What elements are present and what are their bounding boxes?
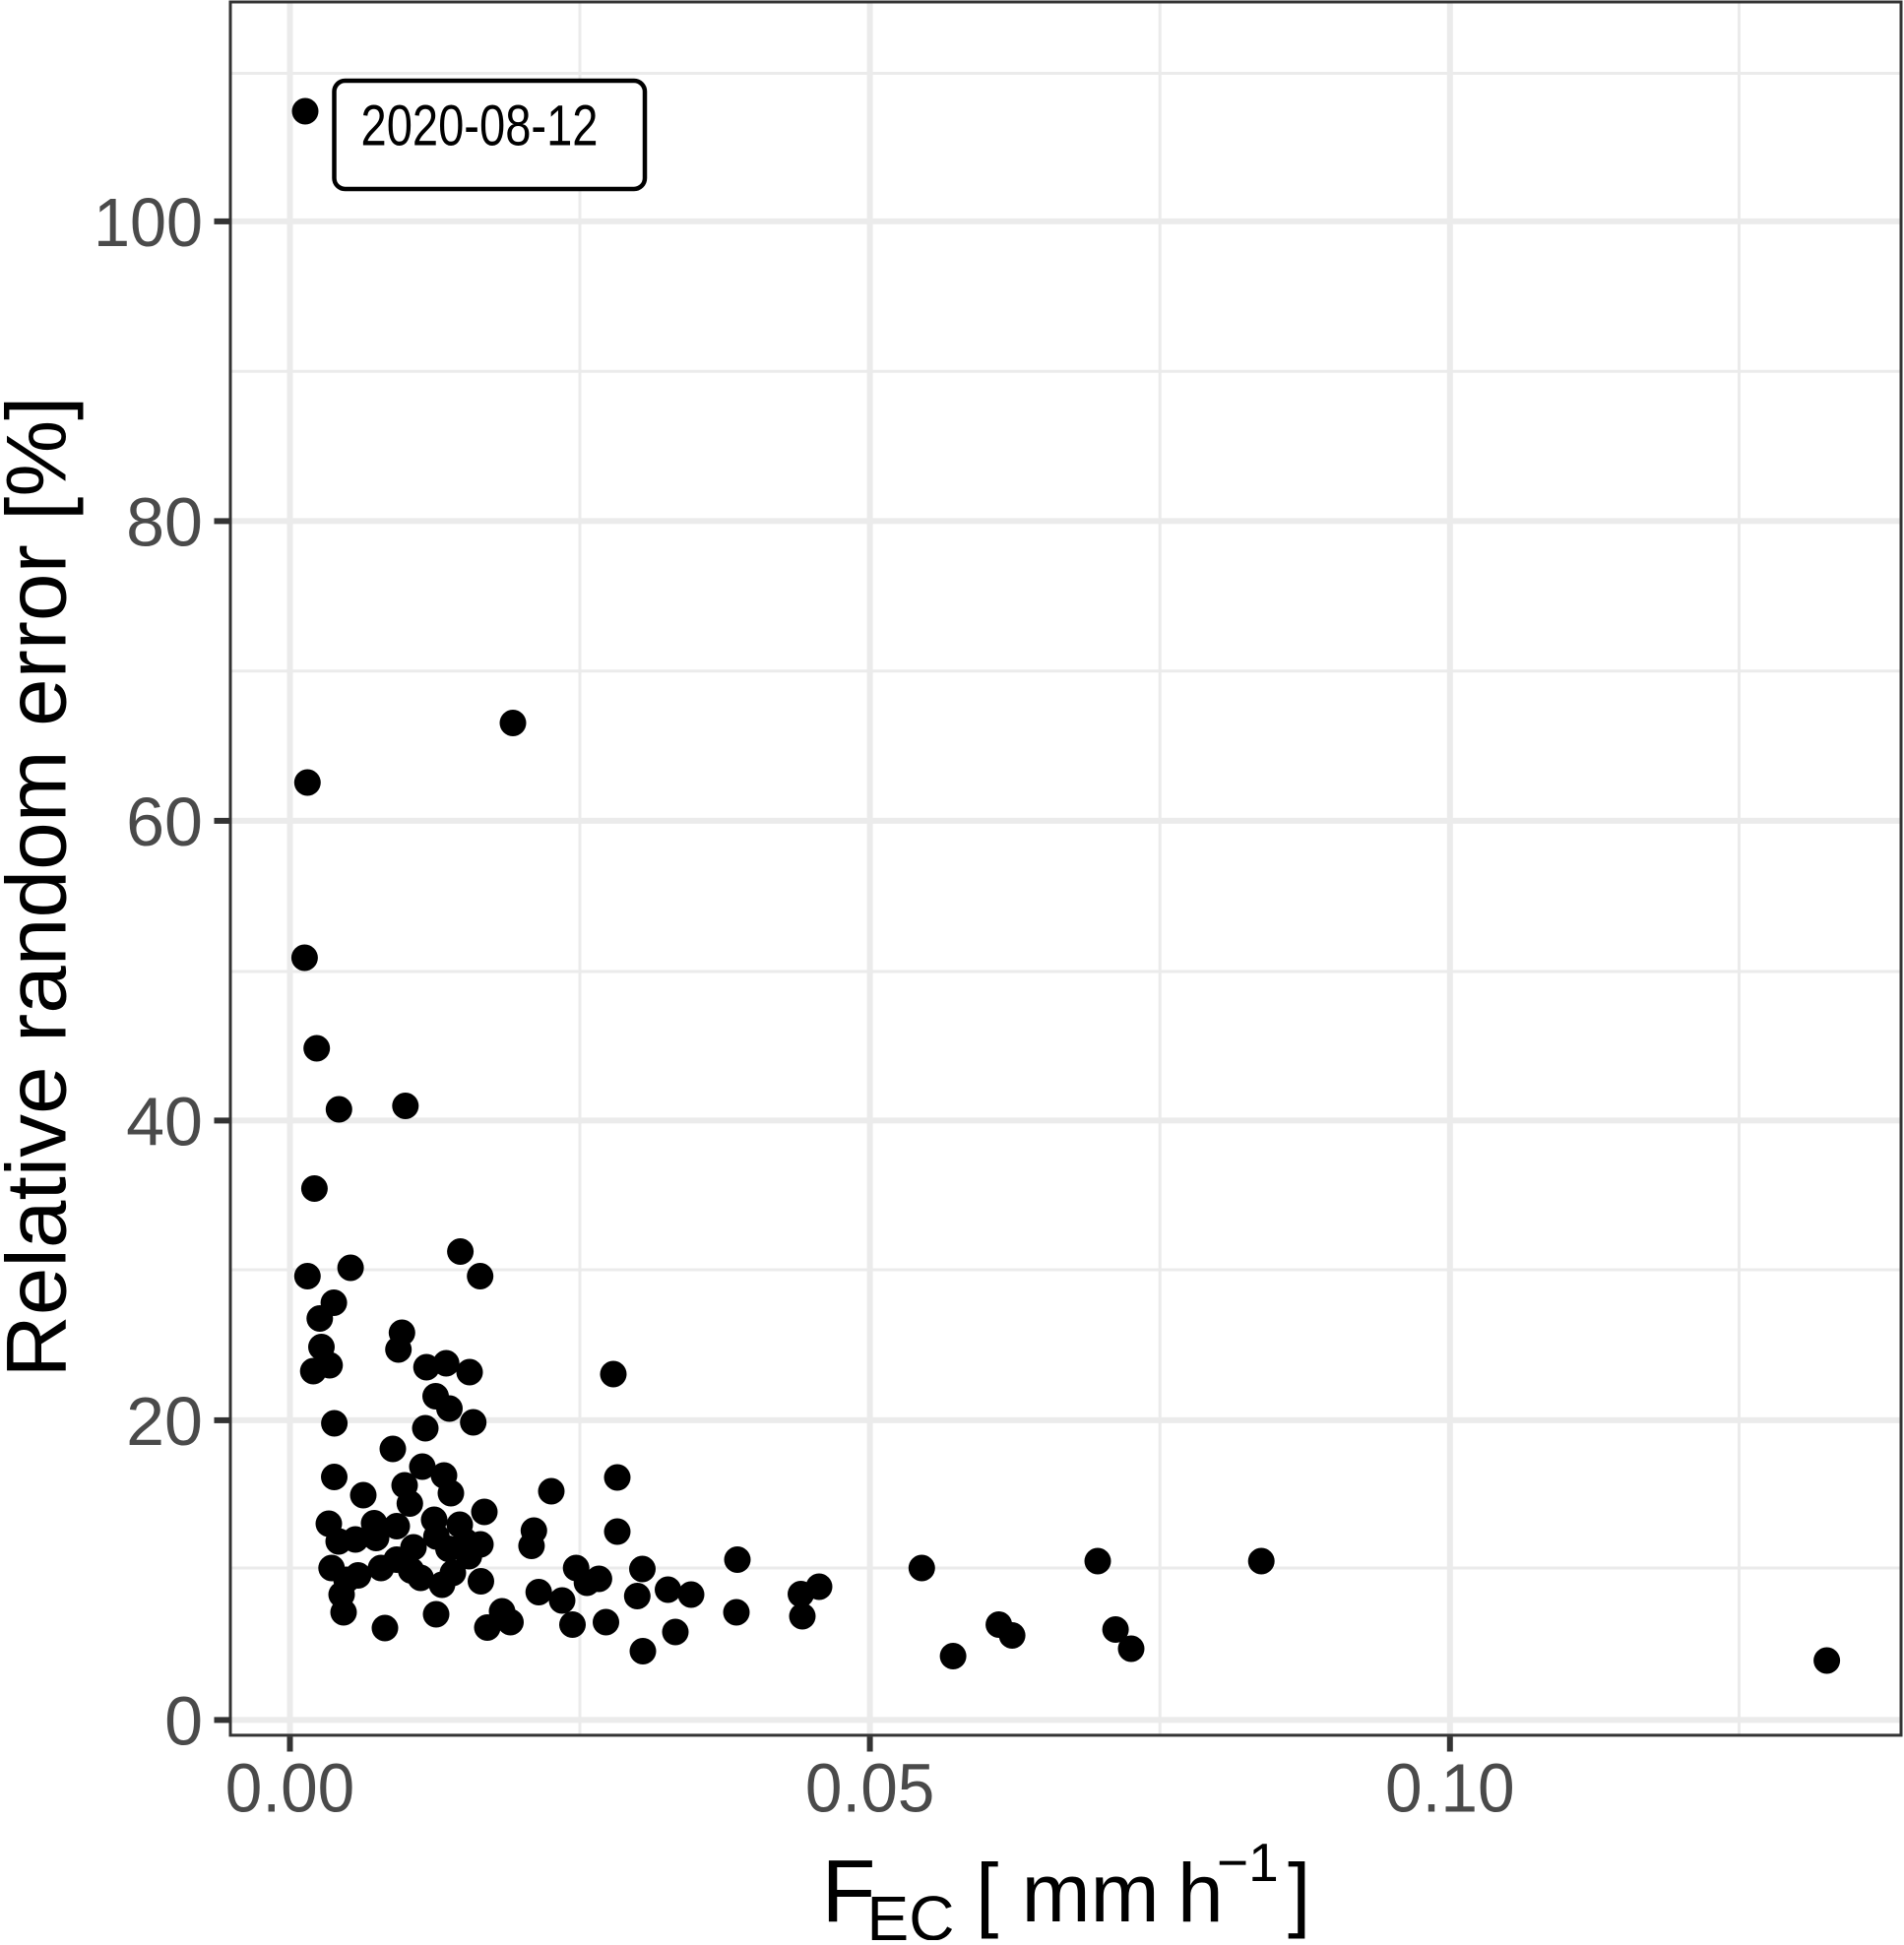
svg-text:0.00: 0.00 (225, 1750, 355, 1827)
svg-text:0.10: 0.10 (1385, 1750, 1515, 1827)
svg-text:0.05: 0.05 (805, 1750, 935, 1827)
svg-text:[ mm: [ mm (976, 1847, 1160, 1939)
svg-text:100: 100 (94, 184, 203, 261)
svg-text:20: 20 (126, 1383, 203, 1460)
svg-text:40: 40 (126, 1083, 203, 1160)
svg-text:−1: −1 (1217, 1832, 1279, 1893)
svg-text:F: F (822, 1843, 876, 1940)
svg-text:2020-08-12: 2020-08-12 (361, 94, 599, 158)
svg-text:Relative random error [%]: Relative random error [%] (0, 397, 85, 1378)
svg-text:EC: EC (867, 1883, 955, 1940)
svg-text:80: 80 (126, 483, 203, 560)
svg-text:60: 60 (126, 784, 203, 860)
svg-text:0: 0 (164, 1682, 203, 1759)
svg-text:]: ] (1288, 1847, 1310, 1939)
svg-text:h: h (1177, 1847, 1224, 1939)
